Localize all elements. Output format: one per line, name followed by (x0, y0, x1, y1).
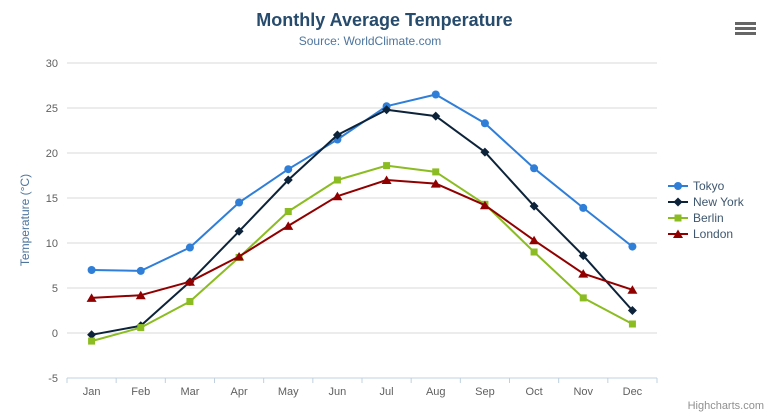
x-axis-label: Jul (380, 386, 394, 398)
data-point-london[interactable] (86, 293, 97, 302)
x-axis-label: Nov (573, 386, 593, 398)
y-axis-tick-label: 5 (52, 283, 58, 295)
data-point-tokyo[interactable] (579, 203, 588, 212)
x-axis-label: Feb (131, 386, 150, 398)
data-point-london[interactable] (479, 200, 490, 210)
data-point-new-york[interactable] (431, 111, 441, 121)
legend-label: Tokyo (693, 179, 725, 193)
data-point-london[interactable] (529, 235, 540, 245)
data-point-new-york[interactable] (627, 306, 637, 315)
x-axis-label: Mar (180, 386, 199, 398)
data-point-london[interactable] (627, 285, 638, 294)
data-point-new-york[interactable] (578, 251, 588, 261)
x-axis-label: Apr (231, 386, 248, 398)
data-point-berlin[interactable] (88, 337, 96, 345)
data-point-tokyo[interactable] (87, 266, 96, 274)
y-axis-tick-label: 10 (46, 238, 58, 250)
data-point-london[interactable] (381, 175, 392, 185)
data-point-tokyo[interactable] (628, 242, 637, 251)
legend-label: Berlin (693, 211, 724, 225)
diamond-series-marker-icon (668, 197, 688, 207)
x-axis-label: Aug (426, 386, 446, 398)
chart-title: Monthly Average Temperature (256, 10, 513, 30)
y-axis-tick-label: 0 (52, 328, 58, 340)
data-point-new-york[interactable] (332, 130, 342, 140)
legend: Tokyo New York Berlin London (668, 178, 744, 242)
data-point-berlin[interactable] (383, 162, 391, 170)
data-point-london[interactable] (184, 277, 195, 286)
data-point-new-york[interactable] (234, 226, 244, 236)
data-point-london[interactable] (234, 252, 245, 261)
circle-series-marker-icon (668, 182, 688, 190)
y-axis-tick-label: 30 (46, 58, 58, 70)
y-axis-tick-label: 20 (46, 148, 58, 160)
data-point-new-york[interactable] (87, 330, 97, 340)
data-point-tokyo[interactable] (480, 119, 489, 128)
legend-item-new-york[interactable]: New York (668, 194, 744, 210)
data-point-berlin[interactable] (186, 298, 194, 305)
data-point-tokyo[interactable] (235, 198, 244, 207)
series-line-berlin (90, 164, 634, 343)
series-line-london (90, 179, 634, 299)
legend-item-berlin[interactable]: Berlin (668, 210, 744, 226)
legend-label: New York (693, 195, 744, 209)
data-point-berlin[interactable] (333, 176, 341, 184)
export-menu-button[interactable] (734, 20, 758, 38)
legend-item-tokyo[interactable]: Tokyo (668, 178, 744, 194)
data-point-berlin[interactable] (284, 208, 292, 215)
data-point-tokyo[interactable] (431, 90, 440, 99)
data-point-berlin[interactable] (579, 294, 587, 302)
series-line-new-york (90, 108, 634, 336)
data-point-london[interactable] (578, 269, 589, 278)
x-axis-label: Oct (526, 386, 543, 398)
x-axis-label: Dec (623, 386, 643, 398)
square-series-marker-icon (668, 214, 688, 222)
x-axis-label: May (278, 386, 299, 398)
x-axis-label: Jun (329, 386, 347, 398)
data-point-london[interactable] (135, 290, 146, 300)
data-point-london[interactable] (283, 221, 294, 230)
triangle-series-marker-icon (668, 229, 688, 238)
y-axis-tick-label: 15 (46, 193, 58, 205)
legend-label: London (693, 227, 734, 241)
data-point-berlin[interactable] (628, 320, 636, 328)
y-axis-tick-label: -5 (48, 373, 58, 385)
data-point-tokyo[interactable] (136, 266, 145, 275)
y-axis-tick-label: 25 (46, 103, 58, 115)
data-point-new-york[interactable] (480, 147, 490, 157)
series-line-tokyo (90, 93, 634, 272)
chart-subtitle: Source: WorldClimate.com (298, 34, 442, 48)
data-point-berlin[interactable] (432, 168, 440, 176)
data-point-tokyo[interactable] (284, 165, 293, 174)
data-point-new-york[interactable] (529, 201, 539, 211)
data-point-tokyo[interactable] (530, 164, 539, 173)
data-point-berlin[interactable] (530, 248, 538, 256)
data-point-new-york[interactable] (382, 105, 392, 115)
credits-link[interactable]: Highcharts.com (687, 400, 764, 412)
data-point-tokyo[interactable] (185, 243, 194, 252)
data-point-new-york[interactable] (283, 175, 293, 185)
x-axis-label: Sep (475, 386, 495, 398)
data-point-berlin[interactable] (137, 324, 145, 332)
x-axis-label: Jan (83, 386, 101, 398)
data-point-london[interactable] (430, 179, 441, 188)
data-point-london[interactable] (332, 191, 343, 201)
legend-item-london[interactable]: London (668, 226, 744, 242)
hamburger-menu-icon (735, 21, 757, 35)
